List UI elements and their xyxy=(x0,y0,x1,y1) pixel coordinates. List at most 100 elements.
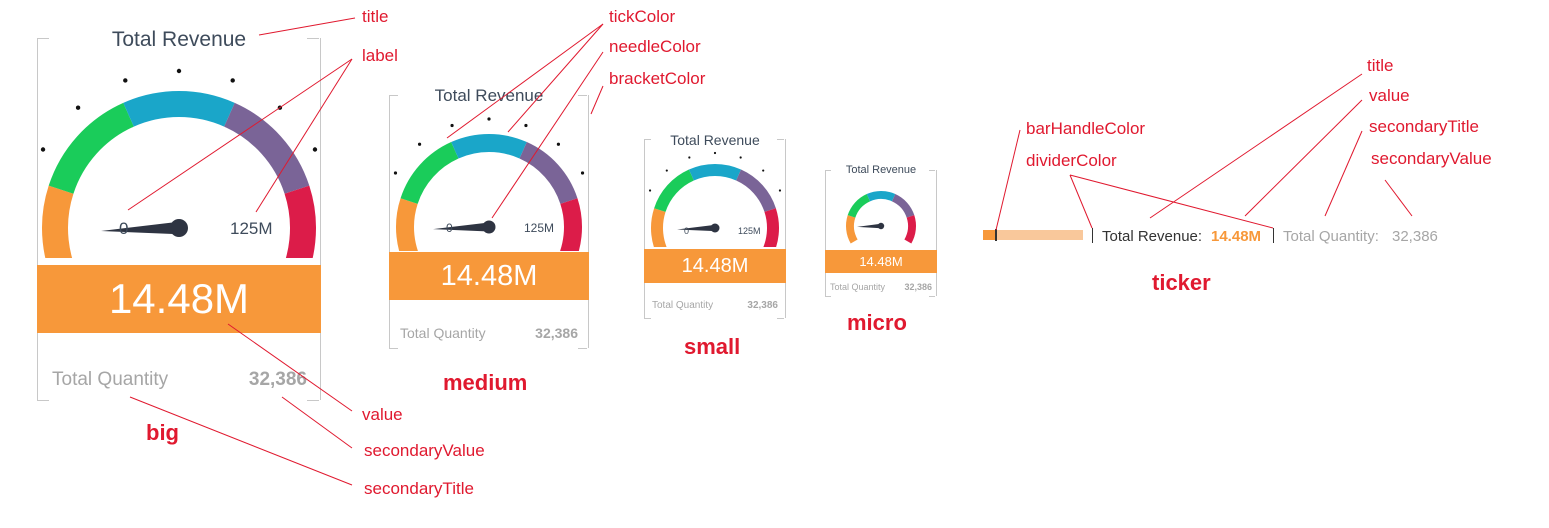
gauge-value-band: 14.48M xyxy=(37,265,321,333)
gauge-band-segment xyxy=(735,169,776,213)
gauge-secondary-value: 32,386 xyxy=(904,282,932,292)
anno-label: label xyxy=(362,46,398,65)
gauge-value-band: 14.48M xyxy=(825,250,937,273)
gauge-small: Total Revenue 0 125M 14.48M Total Quanti… xyxy=(644,132,786,320)
ticker-value: 14.48M xyxy=(1211,228,1262,245)
gauge-band-segment xyxy=(48,102,135,195)
gauge-band-segment xyxy=(904,215,916,244)
anno-secondary-title: secondaryTitle xyxy=(364,479,474,498)
gauge-max-label: 125M xyxy=(524,221,555,235)
gauge-band-segment xyxy=(519,142,578,205)
ticker-secondary-title: Total Quantity: xyxy=(1283,228,1379,245)
gauge-micro: Total Revenue 14.48M Total Quantity 32,3… xyxy=(825,164,937,298)
gauge-tick xyxy=(393,171,398,175)
anno-ticker-secondary-value: secondaryValue xyxy=(1371,149,1492,168)
gauge-tick xyxy=(524,123,528,128)
gauge-medium: Total Revenue 0 125M 14.48M Total Quanti… xyxy=(389,86,589,350)
leader-title xyxy=(258,17,356,36)
gauge-secondary-value: 32,386 xyxy=(248,369,307,390)
leader-bracket-color xyxy=(590,85,604,115)
leader-ticker-secondary-value xyxy=(1384,179,1413,217)
gauge-tick xyxy=(417,142,422,146)
anno-title: title xyxy=(362,7,389,26)
leader-needle-color xyxy=(491,51,604,219)
leader-divider-color xyxy=(1069,174,1274,229)
ticker-bar-fill xyxy=(983,230,995,240)
gauge-band-segment xyxy=(654,169,695,213)
gauge-bracket xyxy=(389,95,589,348)
leader-ticker-value xyxy=(1244,99,1363,217)
gauge-tick xyxy=(123,78,128,83)
leader-label xyxy=(255,58,353,213)
gauge-band-segment xyxy=(42,185,74,258)
gauge-needle-hub xyxy=(482,220,496,234)
gauge-secondary-title: Total Quantity xyxy=(830,282,886,292)
gauge-needle xyxy=(857,223,882,229)
gauge-band-segment xyxy=(396,198,419,251)
gauge-band-segment xyxy=(284,185,316,258)
anno-value: value xyxy=(362,405,403,424)
gauge-secondary-value: 32,386 xyxy=(747,300,778,311)
gauge-band-segment xyxy=(846,215,858,244)
gauge-value: 14.48M xyxy=(859,254,903,269)
gauge-tick xyxy=(739,156,742,159)
gauge-tick xyxy=(580,171,585,175)
ticker-secondary-value: 32,386 xyxy=(1392,228,1438,245)
gauge-tick xyxy=(688,156,691,159)
leader-ticker-secondary-title xyxy=(1324,130,1363,217)
anno-divider-color: dividerColor xyxy=(1026,151,1117,170)
gauge-tick xyxy=(713,151,717,155)
gauge-secondary-title: Total Quantity xyxy=(400,325,486,341)
gauge-max-label: 125M xyxy=(230,219,273,238)
gauge-tick xyxy=(230,78,235,83)
gauge-bracket xyxy=(644,139,786,318)
gauge-dial xyxy=(846,191,916,244)
gauge-tick xyxy=(556,142,561,146)
anno-bar-handle-color: barHandleColor xyxy=(1026,119,1146,138)
gauge-title: Total Revenue xyxy=(845,164,917,176)
gauge-min-label: 0 xyxy=(119,219,129,238)
gauge-needle xyxy=(101,221,180,235)
gauge-tick xyxy=(40,147,46,152)
gauge-bracket xyxy=(37,38,321,400)
gauge-band-segment xyxy=(891,194,915,218)
gauge-band-segment xyxy=(223,102,310,195)
gauge-min-label: 0 xyxy=(684,226,690,236)
gauge-secondary-title: Total Quantity xyxy=(52,369,169,390)
gauge-dial xyxy=(40,68,318,258)
gauge-band-segment xyxy=(847,194,871,218)
gauge-tick xyxy=(487,117,491,121)
gauge-tick xyxy=(778,189,782,192)
gauge-needle-hub xyxy=(710,223,720,233)
gauge-min-label: 0 xyxy=(446,221,453,235)
gauge-tick xyxy=(648,189,652,192)
gauge-value: 14.48M xyxy=(440,260,538,292)
gauge-band-segment xyxy=(688,164,742,181)
gauge-band-segment xyxy=(400,142,459,205)
gauge-tick xyxy=(450,123,454,128)
gauge-big: Total Revenue 0 125M 14.48M Total Quanti… xyxy=(37,28,321,404)
gauge-secondary-title: Total Quantity xyxy=(652,300,714,311)
leader-value xyxy=(227,323,353,412)
gauge-value: 14.48M xyxy=(681,255,749,277)
gauge-title: Total Revenue xyxy=(670,132,760,148)
ticker-bar-handle xyxy=(995,229,997,241)
gauge-needle xyxy=(677,224,716,232)
variant-label-ticker: ticker xyxy=(1152,270,1211,295)
variant-label-medium: medium xyxy=(443,370,528,395)
gauge-band-segment xyxy=(763,208,779,247)
anno-ticker-value: value xyxy=(1369,86,1410,105)
leader-tick-color xyxy=(507,23,604,133)
variant-label-micro: micro xyxy=(847,310,907,335)
leader-divider-color xyxy=(1069,174,1093,229)
gauge-dial xyxy=(393,117,585,251)
gauge-band-segment xyxy=(559,198,582,251)
gauge-bracket xyxy=(825,170,937,296)
leader-secondary-value xyxy=(281,396,353,449)
leader-bar-handle-color xyxy=(995,129,1021,231)
gauge-dial xyxy=(648,151,782,247)
ticker-divider xyxy=(1273,228,1274,243)
gauge-band-segment xyxy=(866,191,896,202)
gauge-max-label: 125M xyxy=(738,226,761,236)
